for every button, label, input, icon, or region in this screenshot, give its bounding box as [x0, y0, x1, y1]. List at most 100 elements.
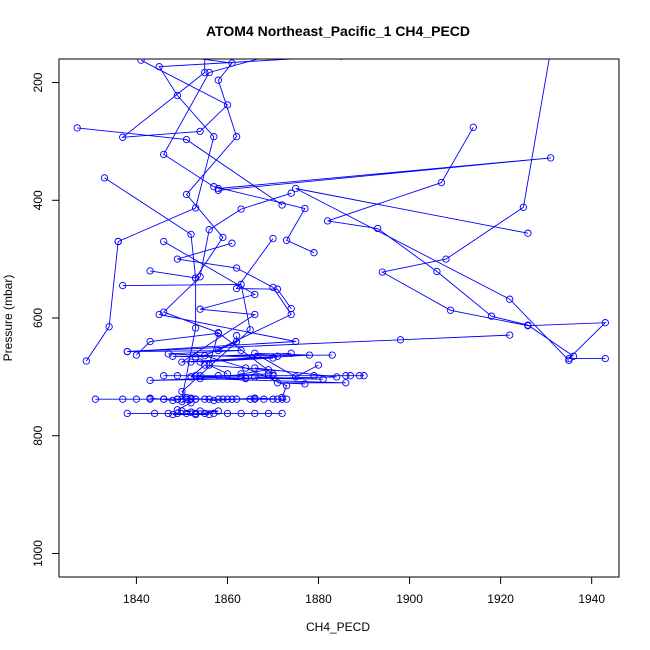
series-line-segment	[122, 283, 251, 398]
data-point	[123, 347, 131, 356]
data-point	[237, 409, 245, 418]
data-point	[219, 233, 227, 242]
data-point	[328, 351, 336, 359]
data-point	[437, 178, 446, 187]
data-point	[178, 397, 186, 406]
data-point	[182, 190, 191, 199]
data-point	[246, 326, 254, 334]
series-line-segment	[218, 157, 551, 191]
data-point	[251, 409, 259, 418]
series-line-segment	[235, 238, 292, 309]
data-point	[178, 387, 186, 396]
x-tick-label: 1940	[578, 592, 605, 606]
data-point	[187, 230, 195, 239]
data-point	[269, 354, 277, 362]
data-point	[237, 346, 245, 355]
data-point	[269, 234, 277, 243]
data-point	[73, 124, 81, 132]
data-point	[123, 409, 131, 418]
data-point	[191, 204, 200, 212]
data-point	[201, 361, 209, 369]
x-tick-label: 1840	[123, 592, 150, 606]
data-point	[519, 203, 528, 211]
data-point	[232, 264, 241, 272]
data-point	[232, 133, 241, 141]
series-line-segment	[127, 314, 296, 363]
y-tick-label: 400	[31, 190, 45, 210]
data-point	[173, 372, 182, 380]
series-line-segment	[177, 242, 292, 398]
data-point	[287, 304, 295, 313]
data-point	[282, 395, 291, 403]
data-point	[196, 407, 204, 415]
data-point	[214, 372, 222, 380]
data-point	[242, 374, 250, 382]
data-point	[292, 184, 300, 193]
data-point	[237, 205, 245, 213]
x-tick-label: 1900	[396, 592, 423, 606]
data-point	[524, 322, 532, 330]
data-point	[114, 237, 122, 246]
data-point	[100, 174, 109, 182]
data-point	[210, 133, 218, 141]
series-line-segment	[381, 59, 607, 360]
data-point	[333, 373, 341, 381]
x-tick-label: 1860	[214, 592, 241, 606]
data-point	[506, 331, 514, 339]
data-point	[360, 372, 368, 380]
data-point	[264, 409, 273, 418]
data-point	[164, 350, 172, 358]
data-point	[273, 285, 282, 293]
data-point	[251, 290, 259, 299]
data-point	[137, 59, 145, 64]
data-point	[355, 372, 364, 380]
data-point	[210, 409, 218, 418]
data-point	[196, 305, 204, 313]
data-point	[396, 336, 405, 344]
data-point	[601, 319, 609, 327]
data-point	[146, 337, 154, 346]
data-point	[132, 395, 141, 403]
data-point	[264, 366, 273, 374]
data-point	[105, 323, 113, 331]
x-axis: 1840 1860 1880 1900 1920 1940	[123, 576, 605, 606]
data-point	[210, 183, 218, 191]
data-point	[214, 329, 222, 337]
data-point	[169, 352, 177, 360]
data-point	[214, 186, 222, 194]
data-point	[160, 237, 168, 246]
data-point	[228, 239, 236, 247]
data-point	[187, 394, 195, 402]
data-point	[524, 229, 532, 237]
data-point	[319, 375, 327, 383]
data-point	[150, 409, 159, 418]
series-line-segment	[191, 376, 324, 380]
x-tick-label: 1880	[305, 592, 332, 606]
y-axis: 200 400 600 800 1000	[31, 72, 60, 567]
y-axis-label: Pressure (mbar)	[1, 275, 15, 362]
series-line-segment	[190, 364, 269, 378]
data-point	[269, 372, 277, 380]
series-line-segment	[85, 241, 119, 362]
data-point	[323, 217, 332, 225]
data-point	[565, 354, 573, 363]
series-line-segment	[127, 334, 510, 353]
data-point	[232, 284, 241, 293]
data-point	[173, 255, 182, 263]
data-point	[433, 267, 441, 276]
data-point	[201, 68, 209, 77]
data-point	[251, 349, 259, 357]
data-point	[164, 409, 172, 418]
data-point	[182, 409, 191, 418]
data-point	[178, 358, 186, 366]
series-line-segment	[295, 188, 570, 361]
data-point	[191, 353, 200, 361]
data-point	[173, 409, 182, 418]
data-point	[214, 76, 222, 84]
data-point	[278, 409, 286, 418]
data-point	[214, 346, 222, 355]
data-point	[82, 357, 90, 365]
series-line-segment	[163, 59, 315, 254]
data-point	[251, 364, 259, 372]
